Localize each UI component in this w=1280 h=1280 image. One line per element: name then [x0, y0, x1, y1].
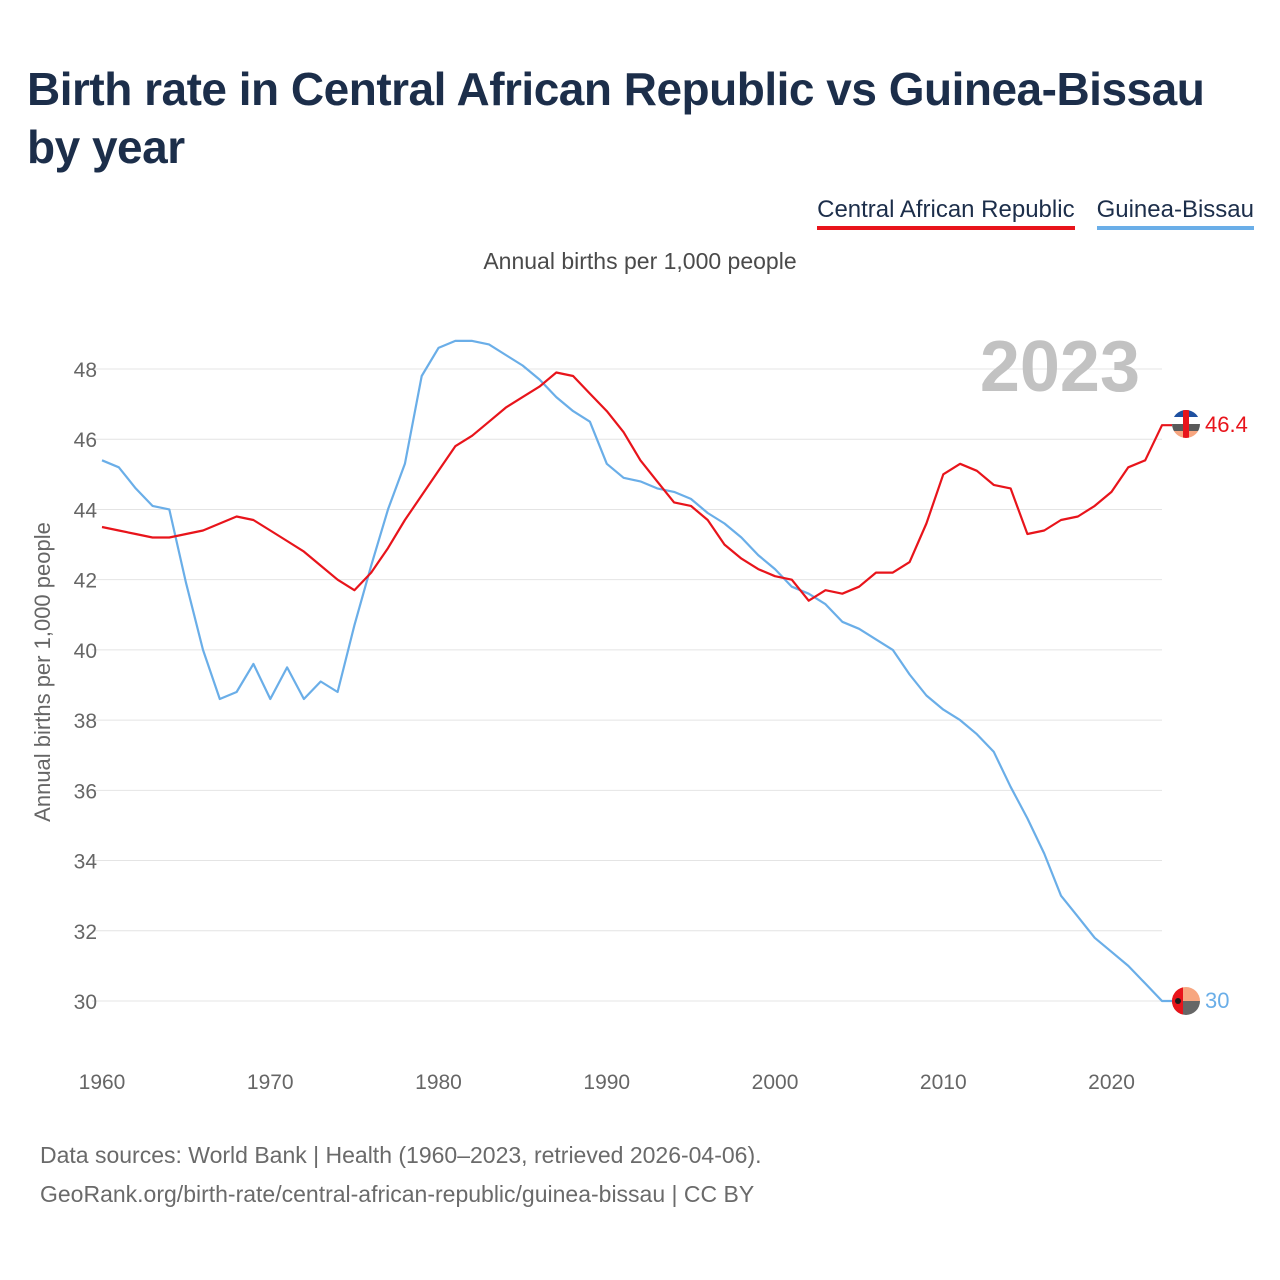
series-lines [101, 339, 1172, 1003]
y-tick-label: 44 [74, 499, 98, 522]
x-tick-label: 2000 [752, 1071, 799, 1094]
end-markers [1172, 410, 1200, 1015]
x-tick-label: 1990 [583, 1071, 630, 1094]
chart-subtitle: Annual births per 1,000 people [483, 248, 797, 274]
y-tick-label: 46 [74, 429, 97, 452]
footer: Data sources: World Bank | Health (1960–… [40, 1136, 762, 1214]
series-line-central-african-republic[interactable] [101, 371, 1172, 602]
y-tick-label: 40 [74, 640, 97, 663]
y-tick-label: 42 [74, 570, 97, 593]
end-value-guinea-bissau: 30 [1205, 988, 1229, 1013]
chart-title: Birth rate in Central African Republic v… [27, 63, 1205, 173]
x-tick-label: 2010 [920, 1071, 967, 1094]
legend-item-guinea-bissau[interactable]: Guinea-Bissau [1096, 196, 1254, 230]
y-tick-label: 36 [74, 780, 97, 803]
end-value-central-african-republic: 46.4 [1205, 412, 1248, 437]
flag-guinea-bissau-icon [1172, 987, 1200, 1015]
flag-central-african-republic-icon [1172, 410, 1200, 438]
x-tick-label: 1980 [415, 1071, 462, 1094]
y-axis-ticks: 30 32 34 36 38 40 42 44 46 48 [74, 359, 98, 1014]
y-tick-label: 34 [74, 851, 98, 874]
legend-item-central-african-republic[interactable]: Central African Republic [817, 196, 1075, 230]
x-axis-ticks: 1960 1970 1980 1990 2000 2010 2020 [79, 1071, 1135, 1094]
line-chart: 30 32 34 36 38 40 42 44 46 48 1960 1970 1980 1990 200… [30, 327, 1248, 1094]
footer-sources: Data sources: World Bank | Health (1960–… [40, 1142, 762, 1168]
x-tick-label: 1970 [247, 1071, 294, 1094]
x-tick-label: 2020 [1088, 1071, 1135, 1094]
y-tick-label: 32 [74, 921, 97, 944]
footer-link[interactable]: GeoRank.org/birth-rate/central-african-r… [40, 1181, 755, 1207]
x-tick-label: 1960 [79, 1071, 126, 1094]
y-tick-label: 48 [74, 359, 97, 382]
y-axis-label: Annual births per 1,000 people [30, 522, 55, 822]
y-tick-label: 38 [74, 710, 97, 733]
y-tick-label: 30 [74, 991, 97, 1014]
series-line-guinea-bissau[interactable] [101, 339, 1172, 1003]
year-label: 2023 [980, 327, 1140, 407]
grid-lines [92, 368, 1162, 1002]
legend: Central African Republic Guinea-Bissau [817, 196, 1254, 230]
